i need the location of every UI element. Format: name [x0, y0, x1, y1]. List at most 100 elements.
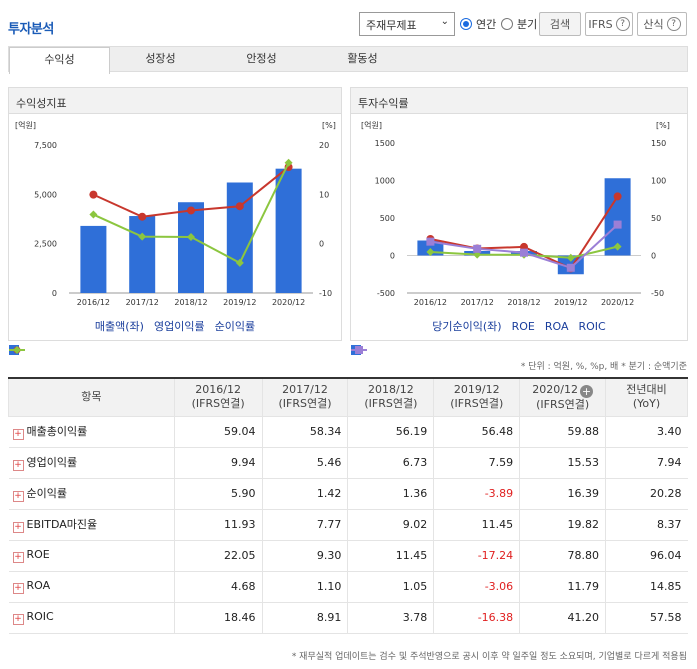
statement-select-value: 주재무제표	[366, 19, 417, 32]
table-cell: -17.24	[433, 540, 520, 572]
tab-activity[interactable]: 활동성	[347, 52, 378, 65]
radio-quarter[interactable]: 분기	[501, 16, 537, 32]
table-cell: 8.91	[261, 602, 348, 634]
y-right-tick-label: 50	[651, 214, 661, 223]
tab-growth[interactable]: 성장성	[145, 52, 176, 65]
return-chart-panel: 투자수익률 [억원] [%] 1500 150 1000 100 500 50 0 0 -500…	[350, 87, 688, 355]
period-label: 2019/12	[453, 383, 500, 397]
table-cell: 19.82	[519, 509, 606, 541]
x-tick-label: 2019/12	[554, 298, 587, 307]
table-cell: 11.45	[347, 540, 434, 572]
radio-annual-label: 연간	[476, 18, 497, 31]
table-cell: 3.40	[605, 416, 688, 448]
table-cell: 11.93	[173, 509, 263, 541]
table-cell: 56.48	[433, 416, 520, 448]
row-label-cell[interactable]: + ROIC	[8, 602, 175, 634]
row-label: 매출총이익률	[26, 425, 88, 438]
table-cell: 11.79	[519, 571, 606, 603]
table-cell: 96.04	[605, 540, 688, 572]
radio-quarter-label: 분기	[517, 18, 538, 31]
row-label-cell[interactable]: + 순이익률	[8, 478, 175, 510]
series-point	[89, 190, 98, 199]
legend-label: ROIC	[578, 319, 606, 333]
line-legend-icon	[9, 346, 25, 354]
header-period: 2019/12 (IFRS연결)	[433, 377, 521, 417]
tab-profitability[interactable]: 수익성	[9, 47, 110, 74]
table-cell: 1.42	[261, 478, 348, 510]
table-row: + 영업이익률 9.94 5.46 6.73 7.59 15.53 7.94	[8, 447, 688, 479]
expand-plus-icon[interactable]: +	[12, 429, 24, 440]
table-cell: 9.30	[261, 540, 348, 572]
help-icon: ?	[615, 17, 630, 31]
bar	[226, 182, 253, 293]
table-cell: 20.28	[605, 478, 688, 510]
expand-plus-icon[interactable]: +	[12, 552, 24, 563]
y-left-tick-label: -500	[377, 289, 395, 298]
expand-plus-icon[interactable]: +	[12, 583, 24, 594]
y-left-tick-label: 0	[390, 252, 395, 261]
statement-select[interactable]: 주재무제표 ⌄	[359, 12, 455, 36]
panel-title: 수익성지표	[9, 88, 341, 114]
x-tick-label: 2016/12	[414, 298, 447, 307]
table-cell: 59.88	[519, 416, 606, 448]
table-cell: 7.59	[433, 447, 520, 479]
table-cell: -3.06	[433, 571, 520, 603]
table-row: + EBITDA마진율 11.93 7.77 9.02 11.45 19.82 8.37	[8, 509, 688, 541]
x-tick-label: 2020/12	[272, 298, 305, 307]
series-point	[426, 247, 435, 256]
x-tick-label: 2017/12	[126, 298, 159, 307]
table-cell: 7.94	[605, 447, 688, 479]
series-point	[89, 210, 98, 219]
yoy-label: 전년대비	[626, 383, 667, 397]
legend-label: ROE	[511, 319, 535, 333]
series-point	[138, 212, 147, 221]
expand-plus-icon[interactable]: +	[579, 384, 593, 398]
period-sub: (IFRS연결)	[364, 397, 418, 411]
legend-label: 영업이익률	[153, 320, 205, 333]
profitability-chart-panel: 수익성지표 [억원] [%] 7,500 20 5,000 10 2,500 0 0 -10 2…	[8, 87, 342, 355]
table-cell: 56.19	[347, 416, 434, 448]
ifrs-button[interactable]: IFRS?	[585, 12, 633, 36]
bar	[129, 216, 156, 293]
y-right-tick-label: -10	[319, 289, 332, 298]
table-cell: 14.85	[605, 571, 688, 603]
y-right-tick-label: 150	[651, 139, 666, 148]
table-cell: 41.20	[519, 602, 606, 634]
row-label-cell[interactable]: + 영업이익률	[8, 447, 175, 479]
row-label-cell[interactable]: + ROE	[8, 540, 175, 572]
radio-annual[interactable]: 연간	[460, 16, 496, 32]
row-label: 영업이익률	[26, 456, 78, 469]
expand-plus-icon[interactable]: +	[12, 614, 24, 625]
search-button[interactable]: 검색	[539, 12, 581, 36]
table-row: + ROIC 18.46 8.91 3.78 -16.38 41.20 57.58	[8, 602, 688, 634]
series-point	[613, 192, 622, 201]
row-label-cell[interactable]: + EBITDA마진율	[8, 509, 175, 541]
legend-label: 당기순이익(좌)	[432, 320, 502, 333]
expand-plus-icon[interactable]: +	[12, 460, 24, 471]
profitability-table: 항목 2016/12 (IFRS연결) 2017/12 (IFRS연결) 2018/…	[8, 377, 688, 634]
table-row: + ROE 22.05 9.30 11.45 -17.24 78.80 96.04	[8, 540, 688, 572]
row-label-cell[interactable]: + 매출총이익률	[8, 416, 175, 448]
header-period: 2018/12 (IFRS연결)	[347, 377, 435, 417]
table-cell: 6.73	[347, 447, 434, 479]
table-cell: 5.46	[261, 447, 348, 479]
right-axis-unit: [%]	[656, 121, 670, 130]
series-point	[235, 258, 244, 267]
table-cell: -3.89	[433, 478, 520, 510]
y-right-tick-label: 20	[319, 141, 329, 150]
legend-item-net-margin: 순이익률	[9, 318, 255, 354]
series-point	[138, 232, 147, 241]
tab-bar: 수익성 성장성 안정성 활동성	[8, 46, 688, 74]
formula-button[interactable]: 산식?	[637, 12, 687, 36]
expand-plus-icon[interactable]: +	[12, 522, 24, 533]
row-label-cell[interactable]: + ROA	[8, 571, 175, 603]
chevron-down-icon: ⌄	[440, 16, 449, 27]
table-cell: 7.77	[261, 509, 348, 541]
help-icon: ?	[666, 17, 681, 31]
bar	[178, 202, 204, 293]
period-sub: (IFRS연결)	[536, 398, 590, 411]
expand-plus-icon[interactable]: +	[12, 491, 24, 502]
series-point	[235, 202, 244, 211]
panel-title: 투자수익률	[351, 88, 687, 114]
tab-stability[interactable]: 안정성	[246, 52, 277, 65]
